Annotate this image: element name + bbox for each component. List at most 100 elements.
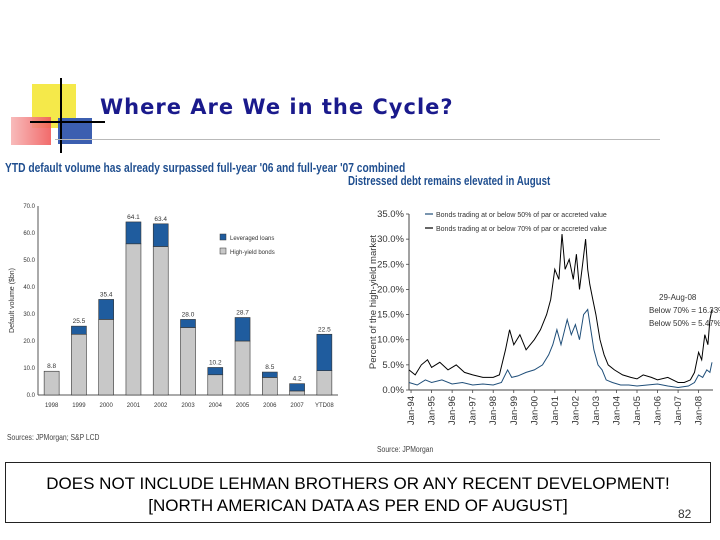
y-tick-label: 10.0%: [377, 335, 404, 346]
logo-horizontal-line: [30, 121, 105, 123]
note-line-2: [NORTH AMERICAN DATA AS PER END OF AUGUS…: [148, 496, 568, 515]
bar-data-label: 28.0: [182, 311, 195, 318]
bar-data-label: 4.2: [293, 376, 302, 383]
y-tick-label: 0.0: [27, 393, 36, 399]
x-tick-label: Jan-07: [673, 396, 684, 425]
bar-segment: [180, 319, 196, 328]
x-tick-label: Jan-03: [591, 396, 602, 425]
series-line: [408, 308, 713, 389]
x-tick-label: YTD08: [315, 403, 334, 409]
distressed-debt-line-chart: 0.0% 5.0% 10.0% 15.0% 20.0% 25.0% 30.0% 35.0% Pe…: [368, 209, 720, 425]
legend-label: Leveraged loans: [230, 236, 274, 242]
y-tick-label: 30.0: [23, 312, 35, 318]
legend-swatch: [219, 233, 227, 241]
bar-segment: [207, 374, 224, 396]
x-tick-label: Jan-96: [447, 396, 458, 425]
x-tick-label: Jan-02: [570, 396, 581, 425]
x-tick-label: 1998: [45, 403, 59, 409]
x-tick-label: Jan-01: [550, 396, 561, 425]
annotation-below-70: Below 70% = 16.33%: [649, 306, 720, 315]
x-tick-label: Jan-95: [427, 396, 438, 425]
y-tick-label: 35.0%: [377, 209, 404, 220]
right-chart-source: Source: JPMorgan: [377, 445, 434, 454]
legend-label: High-yield bonds: [230, 250, 275, 256]
x-tick-label: 2001: [127, 403, 141, 409]
left-chart-source: Sources: JPMorgan; S&P LCD: [7, 433, 100, 442]
bar-segment: [289, 383, 305, 392]
x-tick-label: Jan-04: [611, 396, 622, 425]
legend-swatch: [219, 247, 227, 255]
bar-segment: [316, 333, 333, 372]
bar-segment: [262, 377, 278, 396]
bar-segment: [43, 370, 60, 396]
x-tick-label: 2000: [100, 403, 114, 409]
y-axis-label: Default volume ($bn): [9, 268, 16, 333]
x-tick-label: 2003: [181, 403, 195, 409]
y-tick-label: 70.0: [23, 204, 35, 210]
y-tick-label: 30.0%: [377, 234, 404, 245]
note-box: [5, 462, 711, 523]
y-tick-label: 20.0%: [377, 284, 404, 295]
bar-segment: [98, 319, 114, 396]
bar-data-label: 10.2: [209, 359, 222, 366]
bar-data-label: 25.5: [73, 318, 86, 325]
bar-segment: [152, 223, 169, 247]
legend-label: Bonds trading at or below 50% of par or …: [436, 212, 607, 219]
bar-segment: [316, 370, 333, 396]
bar-data-label: 63.4: [154, 216, 167, 223]
y-tick-label: 0.0%: [382, 385, 404, 396]
x-tick-label: Jan-97: [468, 396, 479, 425]
left-chart-title: YTD default volume has already surpassed…: [5, 161, 406, 175]
bar-data-label: 8.8: [47, 363, 56, 370]
x-tick-label: 2004: [209, 403, 223, 409]
bar-segment: [125, 243, 142, 396]
x-tick-label: Jan-94: [406, 396, 417, 425]
bar-data-label: 22.5: [318, 326, 331, 333]
title-divider: [55, 139, 660, 140]
logo-vertical-line: [60, 78, 62, 153]
annotation-date: 29-Aug-08: [659, 293, 697, 302]
bar-segment: [71, 333, 87, 396]
y-tick-label: 10.0: [23, 366, 35, 372]
x-tick-label: Jan-00: [529, 396, 540, 425]
bar-segment: [98, 299, 114, 320]
y-tick-label: 40.0: [23, 285, 35, 291]
bar-segment: [180, 327, 196, 396]
legend-label: Bonds trading at or below 70% of par or …: [436, 226, 607, 233]
series-line: [408, 234, 713, 383]
bar-data-label: 8.5: [265, 364, 274, 371]
y-tick-label: 60.0: [23, 231, 35, 237]
x-tick-label: Jan-08: [694, 396, 705, 425]
right-chart-title: Distressed debt remains elevated in Augu…: [348, 174, 551, 188]
x-tick-label: Jan-99: [509, 396, 520, 425]
default-volume-bar-chart: 0.0 10.0 20.0 30.0 40.0 50.0 60.0 70.0 Default v…: [9, 204, 338, 409]
bar-data-label: 64.1: [127, 214, 140, 221]
bar-segment: [234, 317, 251, 342]
note-line-1: DOES NOT INCLUDE LEHMAN BROTHERS OR ANY …: [46, 474, 670, 493]
x-tick-label: 2007: [290, 403, 304, 409]
bar-segment: [262, 371, 278, 378]
x-tick-label: 2005: [236, 403, 250, 409]
bar-segment: [207, 367, 224, 376]
y-tick-label: 15.0%: [377, 310, 404, 321]
bar-segment: [234, 340, 251, 396]
y-tick-label: 50.0: [23, 258, 35, 264]
y-tick-label: 20.0: [23, 339, 35, 345]
bar-segment: [125, 221, 142, 245]
y-tick-label: 25.0%: [377, 259, 404, 270]
x-tick-label: Jan-98: [488, 396, 499, 425]
slide-title: Where Are We in the Cycle?: [100, 95, 454, 119]
x-tick-label: Jan-05: [632, 396, 643, 425]
y-tick-label: 5.0%: [382, 360, 404, 371]
bar-segment: [289, 390, 305, 396]
x-tick-label: 1999: [72, 403, 86, 409]
bar-segment: [152, 246, 169, 396]
bar-data-label: 35.4: [100, 291, 113, 298]
page-number: 82: [678, 507, 692, 521]
annotation-below-50: Below 50% = 5.47%: [649, 319, 720, 328]
y-axis-label: Percent of the high-yield market: [368, 235, 379, 369]
x-tick-label: 2006: [263, 403, 277, 409]
bar-data-label: 28.7: [236, 310, 249, 317]
bar-segment: [71, 325, 87, 335]
x-tick-label: Jan-06: [653, 396, 664, 425]
